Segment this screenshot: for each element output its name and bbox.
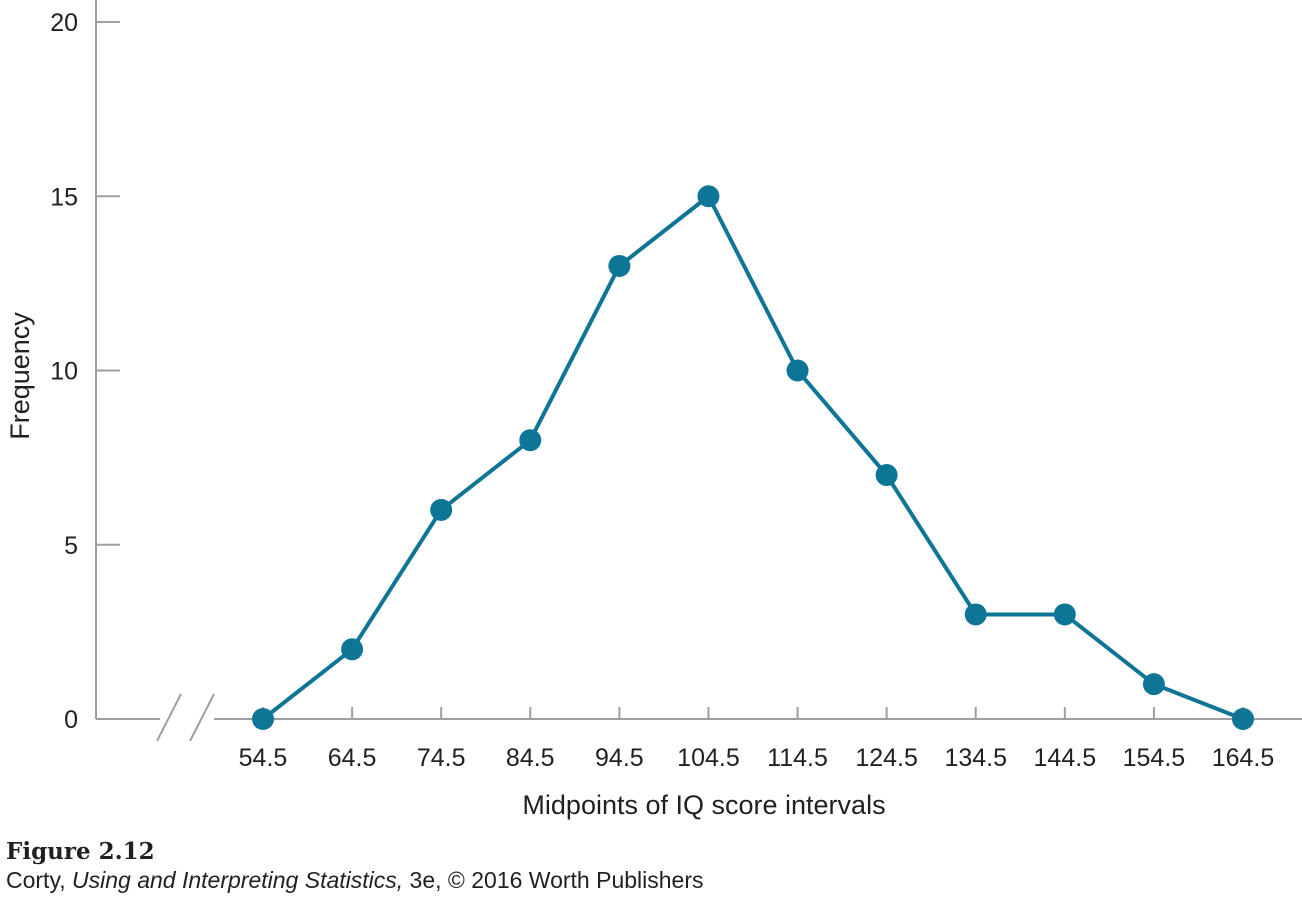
data-point	[252, 708, 274, 730]
source-line: Corty, Using and Interpreting Statistics…	[6, 866, 704, 894]
figure-caption: Figure 2.12 Corty, Using and Interpretin…	[6, 838, 704, 894]
data-point	[1053, 603, 1076, 626]
axis-break-slash-right	[189, 693, 215, 742]
data-point	[1232, 708, 1254, 730]
x-tick-label: 144.5	[1034, 744, 1097, 772]
x-tick-label: 164.5	[1212, 744, 1275, 772]
x-tick-label: 134.5	[944, 744, 1007, 772]
axes	[95, 0, 1302, 742]
x-tick-label: 154.5	[1123, 744, 1186, 772]
x-tick-label: 54.5	[239, 744, 288, 772]
data-point	[786, 359, 809, 382]
x-tick-label: 84.5	[506, 744, 555, 772]
x-tick-label: 114.5	[767, 744, 828, 772]
data-point	[964, 603, 987, 626]
figure-label: Figure 2.12	[6, 838, 155, 865]
series-line	[261, 194, 1244, 721]
axis-break-slash-left	[156, 693, 182, 742]
y-tick-label: 15	[50, 183, 78, 211]
x-tick-label: 74.5	[417, 744, 466, 772]
y-tick-labels: 0 5 10 15 20	[50, 9, 78, 734]
data-point	[519, 429, 542, 452]
data-point	[697, 185, 720, 208]
y-tick-label: 10	[50, 358, 78, 386]
x-tick-label: 64.5	[328, 744, 377, 772]
series-group	[252, 185, 1254, 730]
data-point	[608, 254, 631, 277]
x-tick-labels: 54.5 64.5 74.5 84.5 94.5 104.5 114.5 124.5 134.5…	[239, 744, 1275, 772]
x-tick-label: 124.5	[855, 744, 918, 772]
y-tick-label: 0	[64, 706, 78, 734]
y-axis-title: Frequency	[5, 312, 35, 440]
frequency-polygon-chart: 54.5 64.5 74.5 84.5 94.5 104.5 114.5 124.5 134.5…	[5, 0, 1302, 820]
caption-edition-publisher: 3e, © 2016 Worth Publishers	[403, 867, 704, 893]
data-point	[341, 638, 364, 661]
caption-book-title: Using and Interpreting Statistics,	[72, 867, 404, 893]
x-tick-label: 94.5	[595, 744, 644, 772]
y-tick-label: 20	[50, 9, 78, 37]
x-axis-title: Midpoints of IQ score intervals	[522, 790, 885, 820]
caption-author: Corty,	[6, 867, 73, 893]
x-tick-label: 104.5	[677, 744, 740, 772]
axis-break-gap	[160, 710, 214, 728]
data-point	[1142, 673, 1165, 696]
data-point	[875, 464, 898, 487]
y-tick-label: 5	[64, 532, 78, 560]
data-point	[430, 498, 453, 521]
